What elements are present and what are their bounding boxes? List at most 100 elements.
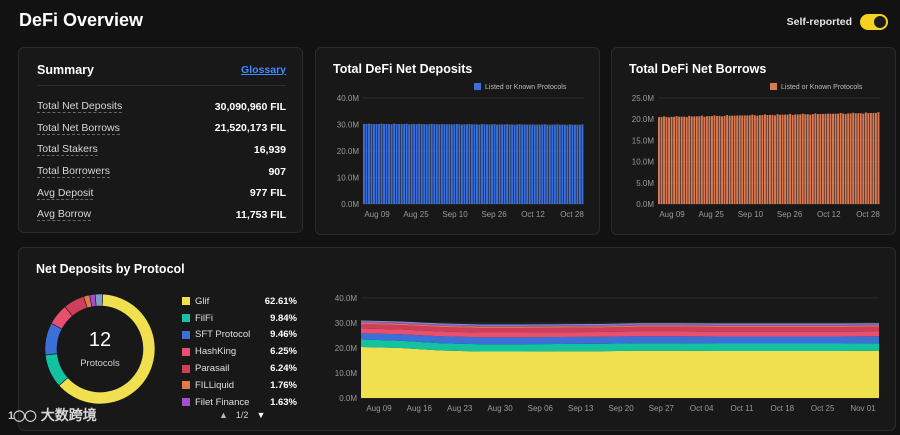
legend-name: FilFi bbox=[195, 312, 213, 324]
bar bbox=[458, 124, 461, 204]
x-tick-label: Aug 09 bbox=[364, 210, 390, 219]
bar bbox=[726, 115, 729, 204]
bar bbox=[834, 113, 837, 204]
bar bbox=[506, 124, 509, 204]
watermark-logo: 1◯◯ bbox=[8, 409, 37, 422]
bar bbox=[859, 113, 862, 204]
legend-name: Parasail bbox=[195, 363, 230, 375]
bar bbox=[365, 123, 368, 204]
y-tick-label: 40.0M bbox=[335, 294, 358, 303]
bar bbox=[553, 124, 556, 204]
legend-item[interactable]: FILLiquid 1.76% bbox=[182, 377, 297, 394]
bar bbox=[801, 113, 804, 204]
bar bbox=[468, 124, 471, 204]
summary-row-label[interactable]: Avg Deposit bbox=[37, 186, 94, 200]
bar bbox=[675, 116, 678, 204]
bar bbox=[473, 124, 476, 204]
area-series bbox=[361, 324, 879, 333]
legend-pct: 1.76% bbox=[270, 379, 297, 391]
net-borrows-chart[interactable]: 0.0M 5.0M 10.0M 15.0M 20.0M 25.0M Listed or Kn… bbox=[612, 48, 897, 236]
summary-header: Summary Glossary bbox=[37, 62, 286, 86]
net-deposits-chart[interactable]: 0.0M 10.0M 20.0M 30.0M 40.0M Listed or Known … bbox=[316, 48, 601, 236]
protocol-donut-chart[interactable] bbox=[41, 290, 159, 408]
legend-item[interactable]: SFT Protocol 9.46% bbox=[182, 327, 297, 344]
bar bbox=[683, 116, 686, 204]
bar bbox=[460, 124, 463, 204]
bar bbox=[518, 124, 521, 204]
x-tick-label: Oct 25 bbox=[811, 404, 835, 413]
watermark-text: 大数跨境 bbox=[40, 407, 97, 423]
bar bbox=[478, 124, 481, 204]
bar bbox=[670, 116, 673, 204]
legend-item[interactable]: Parasail 6.24% bbox=[182, 360, 297, 377]
bar bbox=[395, 124, 398, 204]
legend-pager: ▲ 1/2 ▼ bbox=[219, 410, 265, 420]
bar bbox=[761, 115, 764, 204]
protocol-legend: Glif 62.61% FilFi 9.84% SFT Protocol 9.46% … bbox=[182, 293, 297, 411]
bar bbox=[748, 115, 751, 204]
y-tick-label: 20.0M bbox=[632, 115, 655, 124]
legend-name: SFT Protocol bbox=[195, 329, 251, 341]
area-series bbox=[361, 321, 879, 327]
summary-row: Avg Borrow 11,753 FIL bbox=[37, 204, 286, 226]
bar bbox=[483, 124, 486, 204]
bar bbox=[731, 115, 734, 204]
summary-row-label[interactable]: Total Net Borrows bbox=[37, 121, 120, 135]
bar bbox=[378, 124, 380, 204]
summary-row-value: 907 bbox=[268, 165, 286, 178]
legend-item[interactable]: FilFi 9.84% bbox=[182, 310, 297, 327]
summary-row-label[interactable]: Total Net Deposits bbox=[37, 100, 123, 114]
bar bbox=[874, 112, 877, 204]
bar bbox=[523, 124, 526, 204]
donut-center: 12 Protocols bbox=[41, 290, 159, 408]
summary-row-label[interactable]: Total Borrowers bbox=[37, 165, 110, 179]
legend-item[interactable]: Filet Finance 1.63% bbox=[182, 394, 297, 411]
bar bbox=[837, 113, 840, 204]
bar bbox=[796, 114, 799, 204]
summary-row-label[interactable]: Total Stakers bbox=[37, 143, 98, 157]
bar bbox=[658, 117, 660, 204]
bar bbox=[380, 123, 383, 204]
y-tick-label: 20.0M bbox=[337, 147, 360, 156]
bar bbox=[543, 124, 546, 204]
donut-slice bbox=[58, 293, 156, 405]
bar bbox=[743, 115, 746, 204]
legend-pct: 1.63% bbox=[270, 396, 297, 408]
summary-row-label[interactable]: Avg Borrow bbox=[37, 208, 92, 222]
x-tick-label: Aug 16 bbox=[407, 404, 433, 413]
area-series bbox=[361, 347, 879, 398]
pager-next-icon[interactable]: ▼ bbox=[256, 410, 266, 420]
pager-prev-icon[interactable]: ▲ bbox=[219, 410, 228, 420]
bar bbox=[428, 124, 431, 204]
bar bbox=[571, 124, 574, 204]
legend-pct: 9.84% bbox=[270, 312, 297, 324]
bar bbox=[806, 114, 809, 204]
bar bbox=[673, 116, 676, 204]
legend-swatch bbox=[182, 381, 190, 390]
bar bbox=[660, 117, 663, 204]
legend-item[interactable]: Glif 62.61% bbox=[182, 293, 297, 310]
watermark: 1◯◯ 大数跨境 bbox=[8, 405, 97, 425]
bar bbox=[410, 124, 413, 204]
protocol-count-label: Protocols bbox=[80, 358, 120, 369]
net-borrows-card: Total DeFi Net Borrows 0.0M 5.0M 10.0M 15.0… bbox=[611, 47, 896, 235]
legend-item[interactable]: HashKing 6.25% bbox=[182, 343, 297, 360]
glossary-link[interactable]: Glossary bbox=[241, 63, 286, 76]
bar bbox=[450, 124, 453, 204]
deposits-by-protocol-area-chart[interactable]: 0.0M 10.0M 20.0M 30.0M 40.0M Aug 09 Aug 16 Aug … bbox=[19, 248, 897, 432]
bar bbox=[789, 113, 792, 204]
bar bbox=[758, 115, 761, 204]
protocol-count: 12 bbox=[88, 329, 112, 351]
bar bbox=[470, 124, 473, 204]
bar bbox=[433, 124, 436, 204]
bar bbox=[847, 113, 850, 204]
bar bbox=[443, 124, 446, 204]
self-reported-toggle[interactable] bbox=[860, 14, 888, 30]
bar bbox=[405, 123, 408, 204]
bar bbox=[385, 124, 388, 204]
bar bbox=[705, 116, 708, 204]
bar bbox=[576, 125, 579, 204]
page-title: DeFi Overview bbox=[19, 10, 144, 30]
x-tick-label: Sep 27 bbox=[649, 404, 675, 413]
bar bbox=[781, 114, 784, 204]
